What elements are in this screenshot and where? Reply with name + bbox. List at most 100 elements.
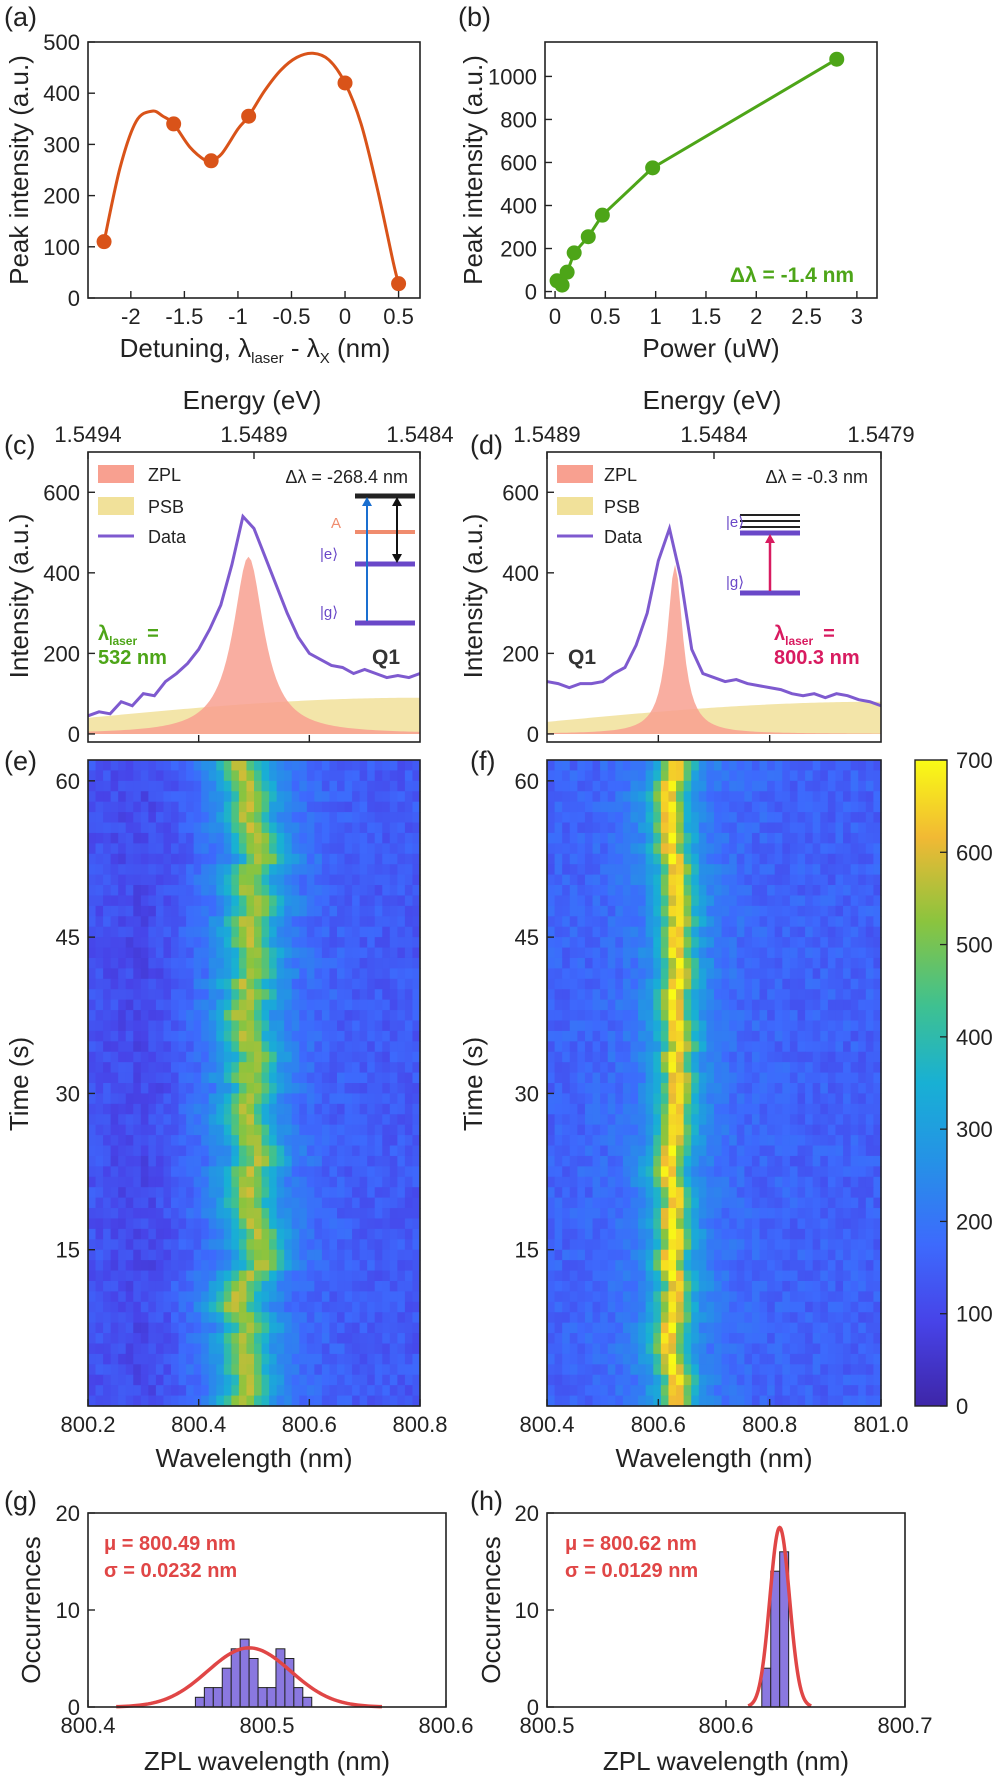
panel-e-cell	[231, 812, 240, 824]
panel-e-cell	[291, 1051, 300, 1063]
panel-f-cell	[638, 937, 647, 949]
panel-f-cell	[774, 1114, 783, 1126]
panel-e-cell	[246, 801, 255, 813]
panel-e-cell	[337, 1249, 346, 1261]
panel-f-cell	[584, 1083, 594, 1095]
panel-f-cell	[630, 989, 639, 1001]
panel-f-cell	[744, 812, 753, 824]
panel-e-cell	[412, 1103, 421, 1115]
panel-f-cell	[744, 832, 753, 844]
panel-f-cell	[767, 1208, 776, 1220]
panel-c-ytick-label-0: 0	[68, 722, 80, 747]
panel-e-cell	[193, 1145, 202, 1157]
panel-f-cell	[721, 832, 730, 844]
panel-f-cell	[698, 1041, 708, 1053]
panel-e-cell	[284, 1093, 293, 1105]
panel-f-cell	[812, 1030, 821, 1042]
panel-e-cell	[110, 1385, 119, 1397]
panel-f-cell	[751, 1010, 761, 1022]
panel-f-cell	[698, 905, 708, 917]
panel-f-cell	[698, 957, 708, 969]
panel-f-cell	[865, 822, 875, 834]
panel-f-cell	[653, 1187, 662, 1199]
panel-e-cell	[216, 832, 225, 844]
panel-e-cell	[246, 895, 255, 907]
panel-f-cell	[759, 1051, 768, 1063]
panel-f-cell	[562, 874, 571, 886]
panel-e-cell	[299, 780, 308, 792]
panel-e-cell	[344, 1301, 353, 1313]
panel-e-cell	[178, 853, 187, 865]
panel-f-cell	[638, 1135, 647, 1147]
panel-e-cell	[321, 968, 331, 980]
panel-e-cell	[171, 1218, 180, 1230]
panel-f-cell	[607, 1228, 616, 1240]
panel-f-cell	[691, 1093, 700, 1105]
panel-e-cell	[254, 905, 263, 917]
panel-e-cell	[344, 791, 353, 803]
panel-f-cell	[759, 1103, 768, 1115]
panel-e-cell	[359, 1228, 368, 1240]
panel-f-cell	[873, 1166, 882, 1178]
panel-e-cell	[223, 937, 232, 949]
panel-e-cell	[163, 1364, 172, 1376]
panel-f-cell	[850, 905, 859, 917]
panel-f-cell	[600, 1187, 609, 1199]
panel-e-cell	[125, 1020, 134, 1032]
panel-f-cell	[873, 947, 882, 959]
panel-f-cell	[615, 1166, 624, 1178]
panel-e-cell	[367, 1083, 376, 1095]
panel-f-cell	[835, 1083, 844, 1095]
panel-e-cell	[238, 853, 248, 865]
panel-f-cell	[562, 760, 571, 772]
panel-e-cell	[352, 968, 361, 980]
panel-e-cell	[118, 843, 127, 855]
panel-f-cell	[668, 885, 677, 897]
panel-f-cell	[744, 1093, 753, 1105]
panel-e-cell	[344, 1093, 353, 1105]
panel-f-cell	[706, 1093, 715, 1105]
panel-e-cell	[208, 1239, 217, 1251]
panel-b-xtick-label-3: 1.5	[691, 304, 722, 329]
panel-f-cell	[630, 926, 639, 938]
panel-f-cell	[592, 853, 601, 865]
panel-f-cell	[584, 1010, 594, 1022]
panel-e-cell	[193, 978, 202, 990]
panel-e-cell	[178, 801, 187, 813]
panel-e-cell	[238, 1291, 248, 1303]
panel-f-cell	[774, 1041, 783, 1053]
panel-f-cell	[584, 916, 594, 928]
panel-e-cell	[246, 1114, 255, 1126]
panel-f-cell	[873, 760, 882, 772]
panel-e-cell	[155, 1114, 165, 1126]
panel-f-cell	[812, 1166, 821, 1178]
panel-e-cell	[140, 1062, 149, 1074]
panel-e-cell	[216, 1093, 225, 1105]
panel-e-cell	[306, 1353, 315, 1365]
panel-e-cell	[125, 1072, 134, 1084]
panel-e-cell	[404, 1103, 414, 1115]
panel-e-cell	[344, 1030, 353, 1042]
panel-f-cell	[751, 1083, 761, 1095]
panel-f-cell	[729, 1145, 738, 1157]
panel-e-cell	[193, 1103, 202, 1115]
panel-e-cell	[344, 978, 353, 990]
panel-e-xtick-label-0: 800.2	[60, 1412, 115, 1437]
panel-f-cell	[736, 760, 745, 772]
panel-f-cell	[676, 947, 685, 959]
panel-e-cell	[148, 968, 157, 980]
panel-e-cell	[208, 1218, 217, 1230]
panel-e-cell	[186, 1176, 195, 1188]
panel-f-cell	[547, 832, 556, 844]
panel-e-cell	[314, 1062, 323, 1074]
panel-f-cell	[774, 999, 783, 1011]
panel-e-cell	[291, 1353, 300, 1365]
panel-e-cell	[254, 1010, 263, 1022]
panel-e-cell	[186, 1333, 195, 1345]
panel-e-cell	[321, 1041, 331, 1053]
panel-e-cell	[88, 1155, 97, 1167]
panel-e-cell	[178, 1364, 187, 1376]
panel-e-cell	[382, 1291, 391, 1303]
panel-e-cell	[125, 1343, 134, 1355]
panel-f-cell	[827, 1218, 837, 1230]
